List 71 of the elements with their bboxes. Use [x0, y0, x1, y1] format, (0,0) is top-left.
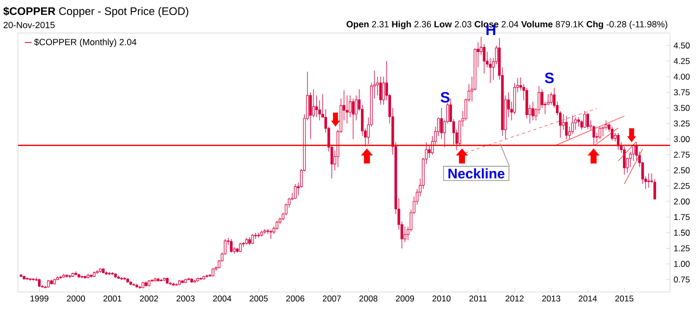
x-tick-label: 2003	[176, 296, 195, 302]
candlestick	[568, 126, 571, 140]
x-tick-label: 1999	[30, 296, 48, 302]
candlestick	[181, 280, 184, 283]
y-tick-label: 4.00	[674, 74, 690, 80]
candlestick	[142, 282, 144, 288]
y-tick-label: 2.00	[674, 198, 690, 204]
candlestick	[150, 280, 154, 282]
candlestick	[440, 108, 443, 140]
candlestick	[278, 217, 282, 224]
y-tick-label: 1.00	[674, 260, 690, 267]
candlestick	[598, 126, 602, 140]
x-tick-label: 2007	[322, 296, 341, 302]
candlestick	[474, 48, 476, 91]
candlestick	[602, 126, 604, 136]
candlestick	[538, 86, 540, 114]
candlestick	[604, 120, 608, 130]
annotation: S	[544, 72, 554, 84]
candlestick	[309, 92, 312, 140]
candlestick	[20, 274, 22, 277]
candlestick	[571, 115, 574, 134]
x-tick-label: 2010	[432, 296, 451, 302]
y-tick-label: 0.75	[674, 276, 690, 283]
annotation: Neckline	[448, 168, 504, 179]
annotation: S	[440, 92, 450, 103]
y-tick-label: 4.25	[674, 58, 690, 64]
y-tick-label: 4.50	[674, 42, 690, 48]
y-tick-label: 3.00	[674, 136, 690, 142]
x-tick-label: 2013	[542, 296, 560, 302]
x-tick-label: 2015	[615, 296, 634, 302]
x-tick-label: 2008	[359, 296, 378, 302]
x-tick-label: 2005	[250, 296, 268, 302]
text: 20-Nov-2015	[4, 22, 55, 28]
y-tick-label: 3.25	[674, 120, 690, 126]
candlestick	[272, 226, 276, 234]
candlestick	[635, 142, 638, 161]
candlestick	[162, 278, 166, 280]
candlestick	[72, 272, 74, 277]
candlestick	[346, 95, 348, 124]
legend-label: $COPPER (Monthly) 2.04	[34, 38, 136, 47]
y-tick-label: 3.50	[674, 104, 690, 111]
y-tick-label: 2.50	[674, 167, 690, 174]
x-tick-label: 2014	[578, 296, 597, 302]
candlestick	[404, 226, 406, 242]
y-tick-label: 1.25	[674, 245, 690, 252]
y-tick-label: 1.50	[674, 230, 690, 236]
candlestick	[50, 279, 53, 284]
y-tick-label: 1.75	[674, 214, 690, 220]
y-tick-label: 3.75	[674, 89, 690, 96]
candlestick	[379, 76, 382, 106]
candlestick	[276, 220, 278, 230]
x-tick-label: 2012	[506, 296, 524, 302]
candlestick	[144, 281, 148, 286]
candlestick	[166, 278, 169, 284]
candlestick	[245, 237, 248, 245]
candlestick	[540, 88, 544, 108]
y-tick-label: 2.25	[674, 182, 690, 189]
candlestick	[196, 278, 200, 282]
candlestick	[148, 280, 150, 286]
candlestick	[248, 236, 251, 246]
candlestick	[574, 116, 577, 130]
x-tick-label: 2006	[286, 296, 304, 302]
x-tick-label: 2001	[103, 296, 122, 302]
x-tick-label: 2009	[396, 296, 414, 302]
candlestick	[312, 88, 315, 118]
y-tick-label: 2.75	[674, 152, 690, 158]
x-tick-label: 2011	[469, 296, 487, 302]
x-tick-label: 2004	[213, 296, 232, 302]
x-tick-label: 2002	[140, 296, 158, 302]
x-tick-label: 2000	[66, 296, 85, 302]
chart-title: $COPPER Copper - Spot Price (EOD)	[3, 6, 188, 18]
